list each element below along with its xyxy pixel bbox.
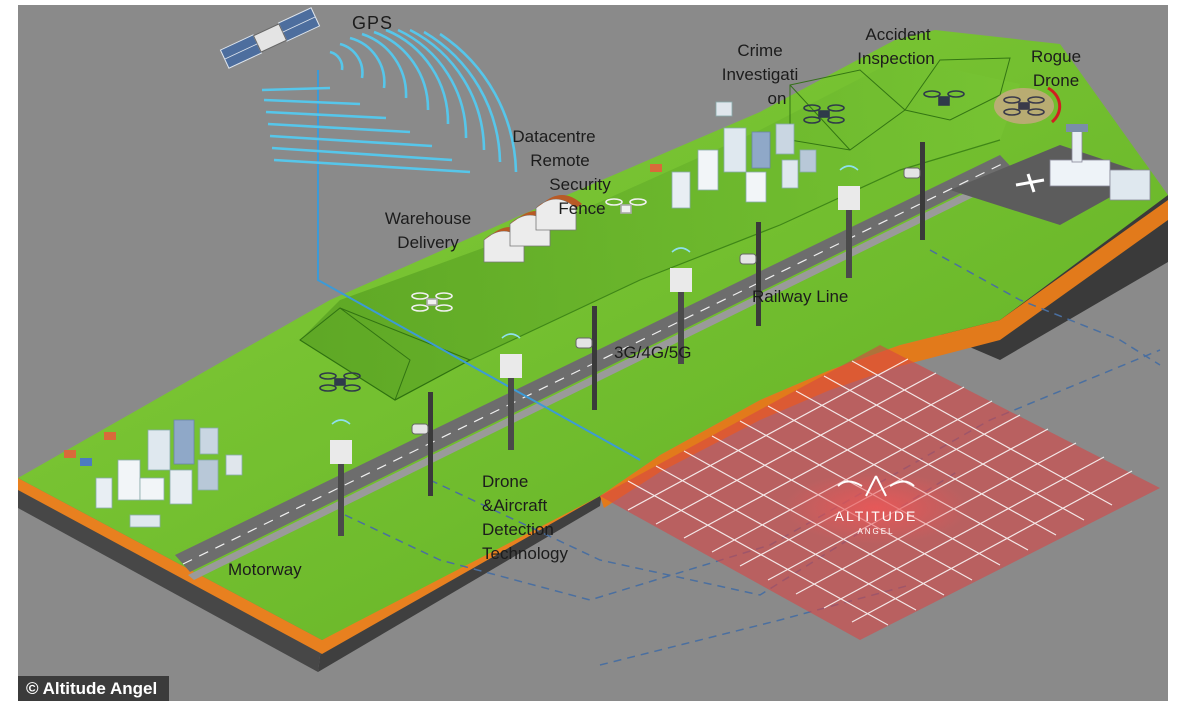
- label-warehouse-2: Delivery: [397, 233, 459, 252]
- label-rogue-2: Drone: [1033, 71, 1079, 90]
- label-rogue-1: Rogue: [1031, 47, 1081, 66]
- label-datacentre-4: Fence: [558, 199, 605, 218]
- label-warehouse-1: Warehouse: [385, 209, 471, 228]
- camera-tower-icon: [411, 142, 925, 496]
- city-icon: [64, 419, 243, 528]
- label-detection-1: Drone: [482, 472, 528, 491]
- tower-signal-arcs: [331, 165, 859, 425]
- logo-glow: [784, 472, 968, 544]
- gps-signal-waves: [261, 28, 518, 174]
- label-network: 3G/4G/5G: [614, 343, 691, 362]
- city-icon-2: [650, 101, 817, 209]
- label-accident-2: Inspection: [857, 49, 935, 68]
- railway-track: [188, 170, 1016, 580]
- cell-tower-icon: [330, 186, 860, 536]
- label-datacentre-1: Datacentre: [512, 127, 595, 146]
- label-detection-2: &Aircraft: [482, 496, 547, 515]
- label-crime-3: on: [768, 89, 787, 108]
- label-crime-1: Crime: [737, 41, 782, 60]
- label-railway: Railway Line: [752, 287, 848, 306]
- logo-name: ALTITUDE: [835, 508, 918, 524]
- label-datacentre-3: Security: [549, 175, 611, 194]
- logo-wings-icon: [837, 475, 915, 497]
- hill-ridge: [300, 58, 1020, 400]
- satellite-icon: [219, 7, 321, 69]
- label-accident-1: Accident: [865, 25, 930, 44]
- drone-icon: [319, 90, 965, 392]
- rogue-drone-icon: [994, 86, 1062, 124]
- warehouse-icon: [483, 195, 582, 263]
- airport-icon: [950, 124, 1151, 225]
- logo-sub: ANGEL: [857, 527, 894, 536]
- label-crime-2: Investigati: [722, 65, 799, 84]
- label-motorway: Motorway: [228, 560, 302, 579]
- label-gps: GPS: [352, 13, 393, 33]
- copyright-badge: © Altitude Angel: [18, 676, 170, 701]
- label-datacentre-2: Remote: [530, 151, 590, 170]
- label-detection-3: Detection: [482, 520, 554, 539]
- label-detection-4: Technology: [482, 544, 569, 563]
